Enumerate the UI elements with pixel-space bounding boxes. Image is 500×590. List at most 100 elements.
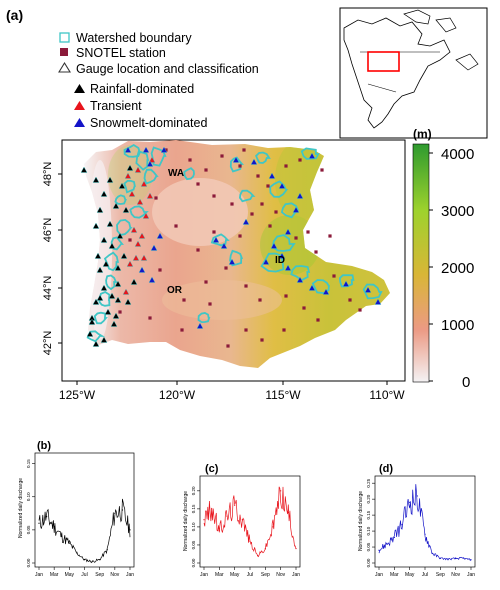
legend-watershed-label: Watershed boundary <box>76 31 192 45</box>
watershed-outline <box>269 180 289 198</box>
discharge-data-point <box>211 508 213 510</box>
gauge-marker <box>140 180 148 187</box>
legend-snowmelt-symbol <box>74 118 85 127</box>
snotel-station-marker <box>188 158 192 162</box>
y-tick-label: 0.10 <box>26 492 31 501</box>
discharge-data-point <box>114 512 116 514</box>
y-tick-label: 0.15 <box>191 504 196 513</box>
discharge-data-point <box>106 549 108 551</box>
legend-transient-label: Transient <box>90 99 142 113</box>
snotel-station-marker <box>226 344 230 348</box>
snotel-station-marker <box>268 224 272 228</box>
discharge-data-point <box>226 515 228 517</box>
legend-snotel-symbol <box>60 48 68 56</box>
discharge-data-point <box>470 559 472 561</box>
discharge-data-point <box>401 524 403 526</box>
snotel-station-marker <box>316 318 320 322</box>
gauge-marker <box>92 222 100 229</box>
x-tick-label: Jul <box>422 572 428 578</box>
gauge-marker <box>92 176 100 183</box>
gauge-marker <box>140 254 148 261</box>
discharge-data-point <box>432 552 434 555</box>
colorbar-tick-0: 0 <box>462 374 470 391</box>
gauge-marker <box>104 308 112 315</box>
gauge-marker <box>220 242 228 249</box>
snotel-station-marker <box>182 298 186 302</box>
snotel-station-marker <box>348 298 352 302</box>
gauge-marker <box>278 182 286 189</box>
discharge-data-point <box>234 504 236 506</box>
watershed-outline <box>271 234 296 252</box>
x-tick-label: Jan <box>467 572 475 578</box>
gauge-marker <box>126 260 134 267</box>
gauge-marker <box>364 286 372 293</box>
x-tick-label: Jul <box>81 572 87 578</box>
gauge-marker <box>122 206 130 213</box>
state-label-or: OR <box>167 285 183 296</box>
x-tick-label: Nov <box>110 572 119 578</box>
lon-tick-115w: 115°W <box>265 388 301 402</box>
gauge-marker <box>134 166 142 173</box>
gauge-marker <box>106 176 114 183</box>
gauge-marker <box>132 254 140 261</box>
inset-locator-map <box>339 7 488 139</box>
x-tick-label: Mar <box>215 572 224 578</box>
watershed-outline <box>280 202 299 219</box>
snotel-station-marker <box>204 280 208 284</box>
x-tick-label: Nov <box>276 572 285 578</box>
gauge-marker <box>146 160 154 167</box>
snotel-station-marker <box>332 274 336 278</box>
y-tick-label: 0.05 <box>366 542 371 551</box>
gauge-marker <box>278 252 286 259</box>
x-tick-label: May <box>405 572 415 578</box>
discharge-data-point <box>53 525 55 528</box>
discharge-data-point <box>121 509 124 511</box>
watershed-outline <box>255 151 271 164</box>
legend-snotel-label: SNOTEL station <box>76 46 166 60</box>
watershed-outline <box>114 194 127 205</box>
discharge-data-point <box>280 490 282 492</box>
y-tick-label: 0.00 <box>366 558 371 567</box>
snotel-station-marker <box>154 196 158 200</box>
gauge-marker <box>94 252 102 259</box>
gauge-marker <box>308 284 316 291</box>
y-tick-label: 0.20 <box>191 486 196 495</box>
gauge-marker <box>284 264 292 271</box>
elevation-map: WA OR ID <box>61 139 406 382</box>
gauge-marker <box>92 340 100 347</box>
colorbar-tick-3000: 3000 <box>441 203 474 220</box>
x-tick-label: Nov <box>451 572 460 578</box>
watershed-outline <box>238 189 256 203</box>
discharge-data-point <box>68 542 70 544</box>
snotel-station-marker <box>220 154 224 158</box>
discharge-data-point <box>462 557 464 559</box>
snotel-station-marker <box>230 202 234 206</box>
gauge-marker <box>130 278 138 285</box>
snotel-station-marker <box>284 294 288 298</box>
panel-label-c: (c) <box>205 463 219 475</box>
legend-rainfall-label: Rainfall-dominated <box>90 82 194 96</box>
snotel-station-marker <box>208 302 212 306</box>
x-tick-label: Mar <box>390 572 399 578</box>
watershed-outline <box>197 312 211 324</box>
y-tick-label: 0.00 <box>26 558 31 567</box>
gauge-marker <box>130 226 138 233</box>
gauge-marker <box>308 152 316 159</box>
gauge-marker <box>342 280 350 287</box>
snotel-station-marker <box>294 236 298 240</box>
watershed-outline <box>229 156 244 173</box>
snotel-station-marker <box>128 238 132 242</box>
snotel-station-marker <box>266 184 270 188</box>
gauge-marker <box>374 298 382 305</box>
snotel-station-marker <box>196 182 200 186</box>
discharge-data-point <box>409 501 411 503</box>
gauge-locations <box>80 146 382 347</box>
x-tick-label: Jan <box>126 572 134 578</box>
legend-watershed-symbol <box>59 32 70 43</box>
snotel-station-marker <box>358 308 362 312</box>
discharge-data-point <box>218 529 220 532</box>
discharge-data-point <box>257 555 259 557</box>
snotel-station-marker <box>302 306 306 310</box>
y-axis-label: Normalized daily discharge <box>358 491 364 551</box>
snotel-station-marker <box>118 310 122 314</box>
